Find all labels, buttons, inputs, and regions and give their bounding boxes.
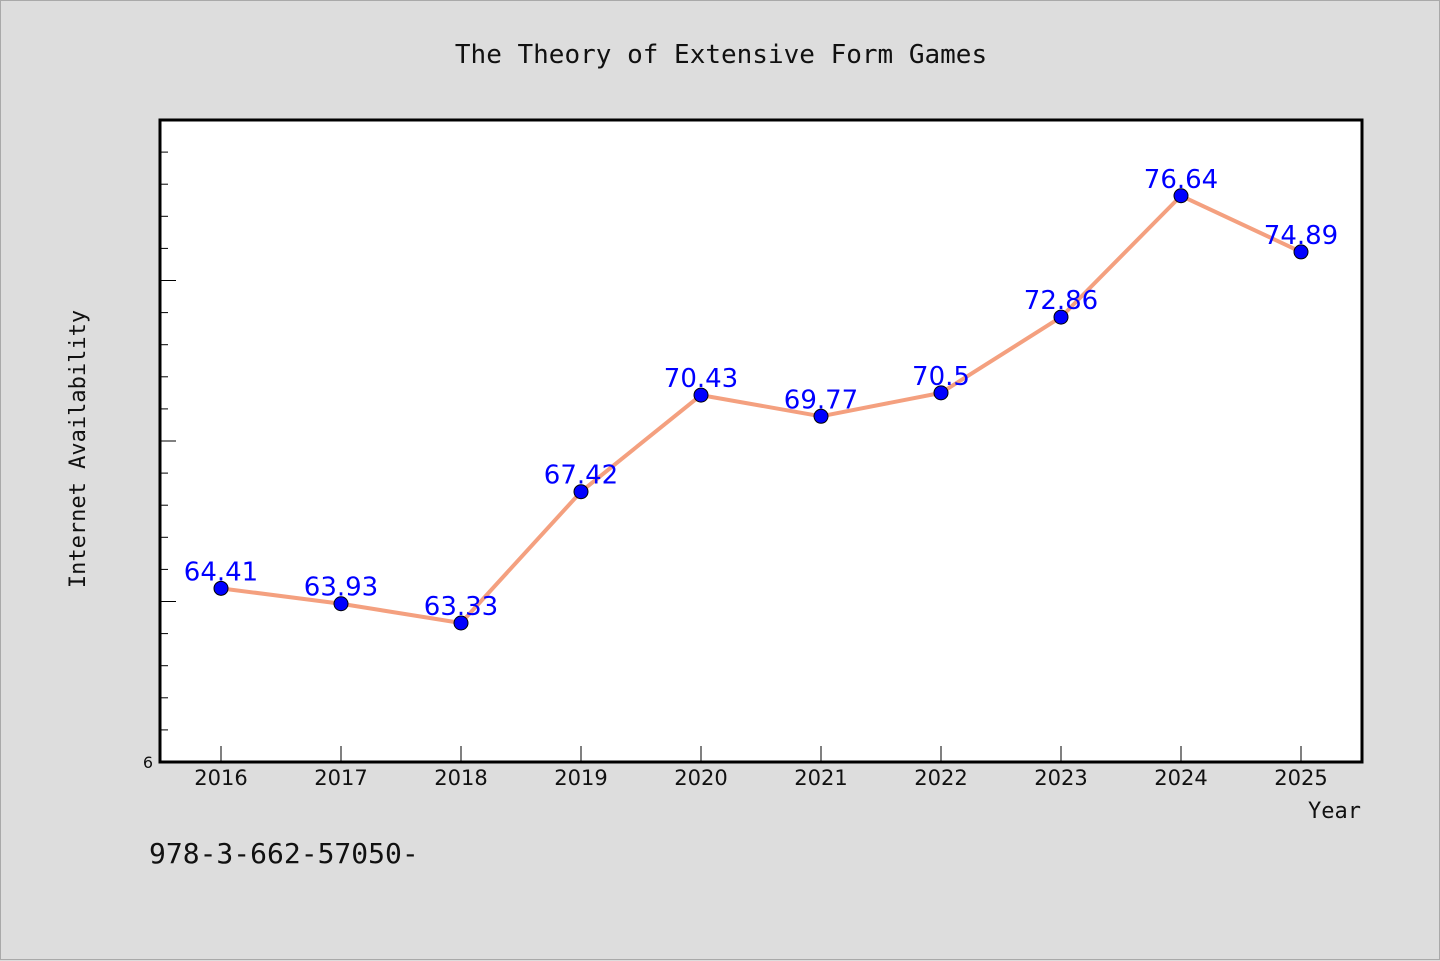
x-axis-tick-labels: 2016 2017 2018 2019 2020 2021 2022 2023 2024 2025 — [194, 766, 1327, 790]
x-tick-label: 2024 — [1154, 766, 1207, 790]
x-tick-label: 2021 — [794, 766, 847, 790]
series-line — [220, 193, 1302, 626]
data-point — [213, 580, 229, 596]
x-tick-label: 2025 — [1274, 766, 1327, 790]
data-point — [453, 615, 469, 631]
x-tick-label: 2016 — [194, 766, 247, 790]
series-markers — [213, 188, 1309, 631]
x-tick-label: 2017 — [314, 766, 367, 790]
data-point — [573, 484, 589, 500]
data-label: 67.42 — [544, 461, 618, 491]
data-label: 63.33 — [424, 592, 498, 622]
plot-area — [158, 118, 1364, 764]
y-tick-label: 6 — [143, 753, 153, 772]
y-axis-title: Internet Availability — [66, 310, 91, 588]
x-tick-label: 2022 — [914, 766, 967, 790]
data-label: 72.86 — [1024, 286, 1098, 316]
data-point — [693, 387, 709, 403]
y-axis-tick-labels: 6 — [143, 753, 153, 772]
data-point — [813, 408, 829, 424]
chart-title: The Theory of Extensive Form Games — [455, 40, 987, 70]
data-point — [1173, 188, 1189, 204]
data-label: 69.77 — [784, 385, 858, 415]
data-label: 70.43 — [664, 364, 738, 394]
data-label: 63.93 — [304, 573, 378, 603]
data-label: 64.41 — [184, 557, 258, 587]
data-point — [1053, 309, 1069, 325]
x-tick-label: 2020 — [674, 766, 727, 790]
data-label: 76.64 — [1144, 165, 1218, 195]
data-label: 74.89 — [1264, 221, 1338, 251]
data-labels: 64.41 63.93 63.33 67.42 70.43 69.77 70.5 72.86 7… — [184, 165, 1338, 622]
footnote-text: 978-3-662-57050- — [149, 837, 419, 870]
y-axis-ticks — [160, 151, 176, 763]
x-tick-label: 2023 — [1034, 766, 1087, 790]
x-axis-ticks — [220, 746, 1302, 762]
data-label: 70.5 — [912, 362, 970, 392]
x-axis-title: Year — [1308, 799, 1361, 824]
data-point — [1293, 244, 1309, 260]
x-tick-label: 2018 — [434, 766, 487, 790]
x-tick-label: 2019 — [554, 766, 607, 790]
data-point — [333, 596, 349, 612]
data-point — [933, 385, 949, 401]
